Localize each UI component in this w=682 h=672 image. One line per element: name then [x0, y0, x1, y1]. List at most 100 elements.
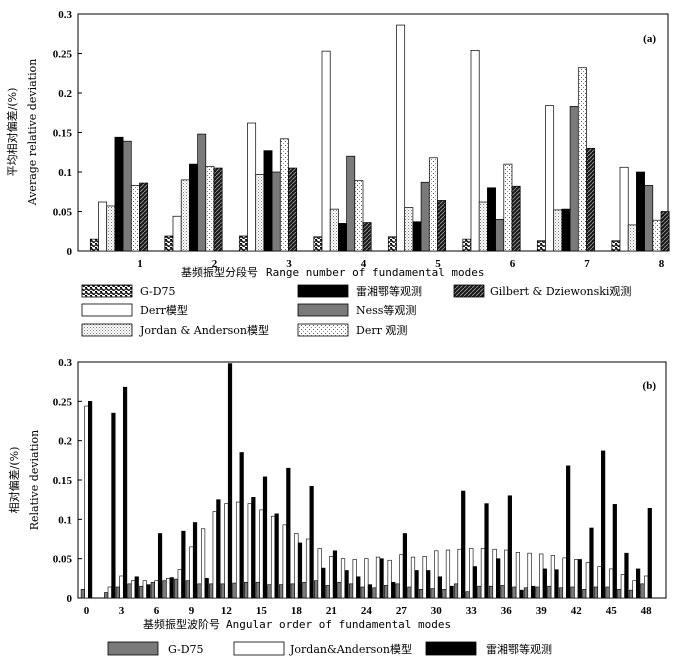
- bar-gilbert-dziewonski: [511, 185, 521, 252]
- bar-series: [309, 485, 314, 599]
- bar-series: [412, 221, 422, 252]
- y-tick-label: 0.2: [58, 436, 72, 448]
- bar-g-d75: [238, 235, 248, 252]
- bar-series: [239, 452, 244, 599]
- y-tick-label: 0.15: [53, 128, 73, 140]
- bar-derr: [354, 180, 364, 252]
- x-axis-label-cn: 基频振型波阶号: [143, 617, 220, 631]
- x-axis-label-cn: 基频振型分段号: [181, 265, 258, 279]
- bar-jordan-anderson: [627, 224, 637, 252]
- x-tick-label: 27: [396, 605, 408, 617]
- x-tick-label: 3: [119, 605, 125, 617]
- bar-ness: [197, 133, 207, 252]
- bar-g-d75: [617, 589, 622, 599]
- x-tick-label: 0: [84, 605, 90, 617]
- legend-swatch-derr: [81, 303, 133, 317]
- bar-jordan-anderson: [106, 205, 116, 252]
- bar-gilbert-dziewonski: [288, 167, 298, 252]
- bar-g-d75: [115, 586, 120, 599]
- bar-g-d75: [325, 585, 330, 599]
- bar-series: [216, 499, 221, 599]
- panel-label: (a): [643, 33, 656, 45]
- x-tick-label: 6: [510, 258, 516, 270]
- x-tick-label: 42: [571, 605, 583, 617]
- bar-series: [647, 508, 652, 599]
- bar-jordan-anderson: [387, 559, 392, 599]
- bar-derr: [98, 201, 108, 252]
- bar-jordan-anderson: [504, 549, 509, 599]
- bar-g-d75: [290, 583, 295, 599]
- bar-g-d75: [185, 580, 190, 599]
- x-tick-label: 1: [137, 258, 143, 270]
- bar-series: [589, 527, 594, 599]
- bar-jordan-anderson: [317, 548, 322, 599]
- y-tick-label: 0.3: [58, 357, 72, 369]
- bar-derr: [470, 49, 480, 252]
- bar-jordan-anderson: [119, 575, 124, 599]
- x-tick-label: 21: [326, 605, 337, 617]
- legend-label: G-D75: [168, 643, 204, 656]
- bar-series: [338, 223, 347, 252]
- bar-series: [169, 577, 174, 599]
- bar-jordan-anderson: [142, 580, 147, 599]
- bar-jordan-anderson: [364, 558, 369, 599]
- bar-series: [114, 136, 124, 252]
- legend-swatch-g-d75: [107, 641, 159, 656]
- x-tick-label: 45: [606, 605, 618, 617]
- y-tick-label: 0.15: [53, 475, 73, 487]
- bar-jordan-anderson: [585, 562, 590, 599]
- x-tick-label: 2: [212, 258, 218, 270]
- bar-jordan-anderson: [399, 554, 404, 599]
- bar-jordan-anderson: [410, 556, 416, 599]
- bar-ness: [420, 181, 430, 252]
- bar-ness: [346, 155, 356, 252]
- bar-jordan-anderson: [340, 558, 346, 599]
- bar-g-d75: [302, 581, 307, 599]
- bar-jordan-anderson: [177, 569, 182, 599]
- y-axis-label-cn: 相对偏差/(%): [7, 447, 21, 514]
- bar-g-d75: [558, 587, 564, 599]
- bar-g-d75: [383, 585, 389, 599]
- bar-jordan-anderson: [375, 556, 381, 599]
- bar-gilbert-dziewonski: [660, 211, 670, 252]
- bar-g-d75: [127, 583, 132, 599]
- bar-series: [344, 570, 349, 599]
- bar-derr: [247, 122, 257, 252]
- bar-series: [461, 490, 466, 599]
- bar-jordan-anderson: [480, 548, 486, 599]
- bar-g-d75: [150, 581, 155, 599]
- bar-series: [612, 504, 617, 599]
- legend-swatch-jordan-anderson: [233, 641, 285, 656]
- bar-g-d75: [605, 586, 610, 599]
- legend-label: G-D75: [140, 285, 176, 298]
- bar-jordan-anderson: [352, 559, 357, 599]
- bar-series: [192, 522, 198, 599]
- bar-g-d75: [535, 586, 540, 599]
- bar-series: [496, 558, 501, 599]
- bar-series: [251, 497, 256, 599]
- bar-g-d75: [395, 583, 400, 599]
- bar-series: [531, 585, 536, 599]
- x-axis-label-en: Range number of fundamental modes: [266, 266, 485, 279]
- y-axis-label-en: Average relative deviation: [26, 59, 39, 207]
- bar-series: [321, 567, 326, 599]
- legend-label: Gilbert & Dziewonski观测: [490, 285, 631, 298]
- bar-derr: [652, 219, 662, 252]
- x-tick-label: 30: [431, 605, 443, 617]
- legend-label: Ness等观测: [356, 303, 416, 317]
- bar-jordan-anderson: [180, 179, 190, 252]
- bar-ness: [271, 171, 281, 252]
- bar-g-d75: [430, 588, 435, 599]
- bar-gilbert-dziewonski: [586, 147, 596, 252]
- bar-jordan-anderson: [469, 548, 474, 599]
- bar-g-d75: [360, 586, 365, 599]
- bar-g-d75: [570, 586, 575, 599]
- y-tick-label: 0.1: [58, 514, 72, 526]
- bar-g-d75: [407, 586, 412, 599]
- y-tick-label: 0: [67, 246, 73, 258]
- bar-derr: [619, 166, 629, 252]
- bar-jordan-anderson: [527, 552, 532, 599]
- legend-swatch-series: [425, 641, 477, 656]
- bar-series: [542, 568, 547, 599]
- bar-g-d75: [462, 238, 472, 252]
